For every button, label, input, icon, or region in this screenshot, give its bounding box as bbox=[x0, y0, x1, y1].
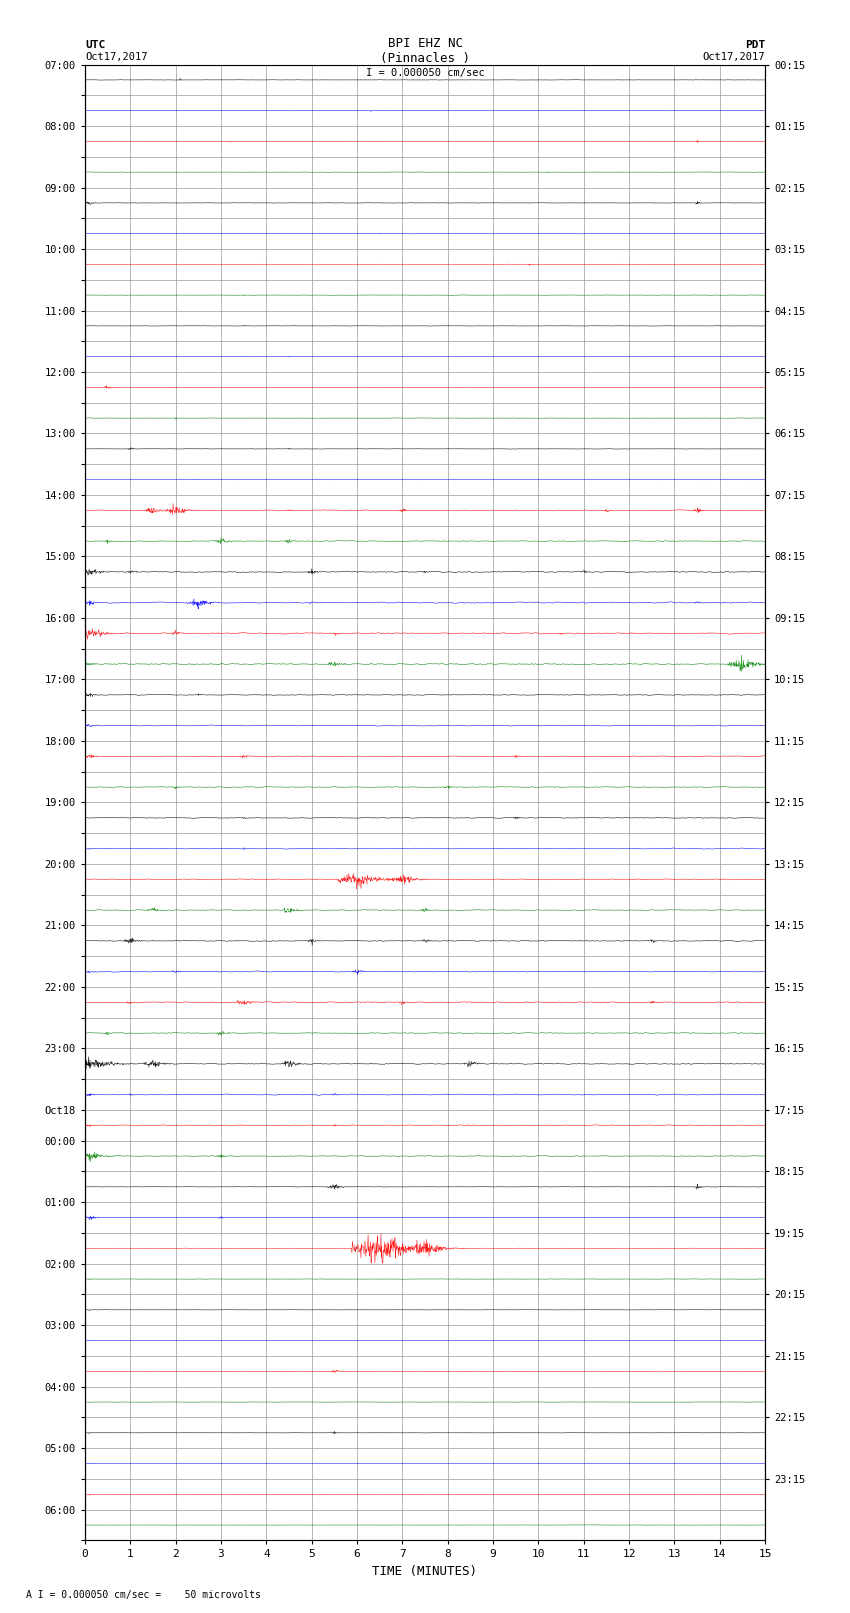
Text: PDT: PDT bbox=[745, 40, 765, 50]
Text: Oct17,2017: Oct17,2017 bbox=[702, 52, 765, 61]
Title: BPI EHZ NC
(Pinnacles ): BPI EHZ NC (Pinnacles ) bbox=[380, 37, 470, 65]
X-axis label: TIME (MINUTES): TIME (MINUTES) bbox=[372, 1565, 478, 1578]
Text: Oct17,2017: Oct17,2017 bbox=[85, 52, 148, 61]
Text: A I = 0.000050 cm/sec =    50 microvolts: A I = 0.000050 cm/sec = 50 microvolts bbox=[26, 1590, 260, 1600]
Text: I = 0.000050 cm/sec: I = 0.000050 cm/sec bbox=[366, 68, 484, 77]
Text: UTC: UTC bbox=[85, 40, 105, 50]
